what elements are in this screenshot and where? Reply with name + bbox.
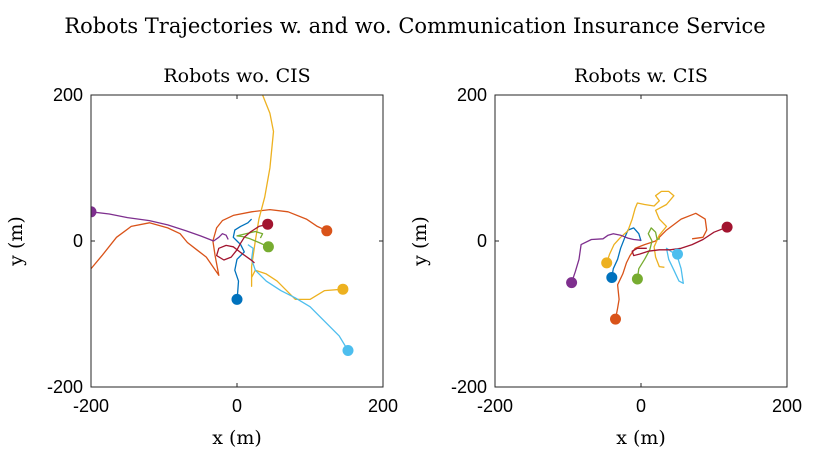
trajectory-robot-2 [91, 208, 328, 276]
trajectory-robot-5 [636, 227, 661, 280]
marker-robot-6 [672, 248, 683, 260]
axes-box [90, 94, 384, 388]
marker-robot-2 [610, 313, 621, 325]
trajectory-robot-6 [665, 247, 684, 284]
chart-title: Robots w. CIS [574, 65, 708, 87]
y-tick-label: 0 [477, 231, 487, 251]
y-tick-label: 200 [53, 85, 83, 105]
x-tick-label: -200 [477, 396, 513, 416]
trajectory-robot-7 [631, 226, 728, 257]
trajectory-robot-1 [232, 218, 253, 300]
trajectory-robot-5 [236, 230, 269, 248]
trajectory-robot-4 [570, 233, 642, 283]
tick-labels: -200 0 200 -200 0 200 [451, 85, 802, 416]
marker-robot-7 [262, 218, 274, 230]
y-axis-label: y (m) [409, 216, 431, 267]
x-tick-label: 200 [368, 396, 398, 416]
trajectory-robot-1 [611, 227, 642, 278]
marker-robot-3 [601, 257, 613, 269]
x-axis-label: x (m) [616, 427, 666, 449]
plot-area [566, 190, 733, 325]
trajectory-robot-6 [247, 244, 349, 351]
marker-robot-5 [631, 273, 643, 285]
chart-robots-without-cis: Robots wo. CIS x (m) y (m) -200 0 200 -200 0… [5, 65, 398, 449]
chart-robots-with-cis: Robots w. CIS x (m) y (m) -200 0 200 -200 0 2… [409, 65, 802, 449]
marker-robot-6 [342, 345, 354, 356]
marker-robot-5 [262, 241, 274, 253]
y-tick-label: 0 [73, 231, 83, 251]
trajectory-robot-3 [606, 190, 675, 268]
y-tick-label: -200 [451, 377, 487, 397]
marker-robot-4 [566, 277, 578, 289]
trajectory-robot-3 [250, 95, 343, 301]
trajectory-robot-4 [91, 211, 229, 242]
y-tick-label: -200 [47, 377, 83, 397]
trajectory-robot-2 [614, 212, 708, 320]
x-tick-label: 200 [772, 396, 802, 416]
axes-box [494, 94, 788, 388]
x-tick-label: 0 [636, 396, 646, 416]
trajectory-robot-7 [215, 223, 268, 264]
figure-title: Robots Trajectories w. and wo. Communica… [64, 14, 765, 38]
y-tick-label: 200 [457, 85, 487, 105]
marker-robot-2 [321, 225, 333, 237]
plot-area [91, 95, 354, 356]
marker-robot-1 [231, 293, 243, 305]
x-tick-label: -200 [73, 396, 109, 416]
marker-robot-4 [91, 206, 97, 218]
marker-robot-1 [606, 272, 618, 283]
marker-robot-7 [721, 221, 733, 233]
x-tick-label: 0 [232, 396, 242, 416]
chart-title: Robots wo. CIS [163, 65, 310, 87]
x-axis-label: x (m) [212, 427, 262, 449]
tick-labels: -200 0 200 -200 0 200 [47, 85, 398, 416]
marker-robot-3 [337, 283, 349, 295]
y-axis-label: y (m) [5, 216, 27, 267]
